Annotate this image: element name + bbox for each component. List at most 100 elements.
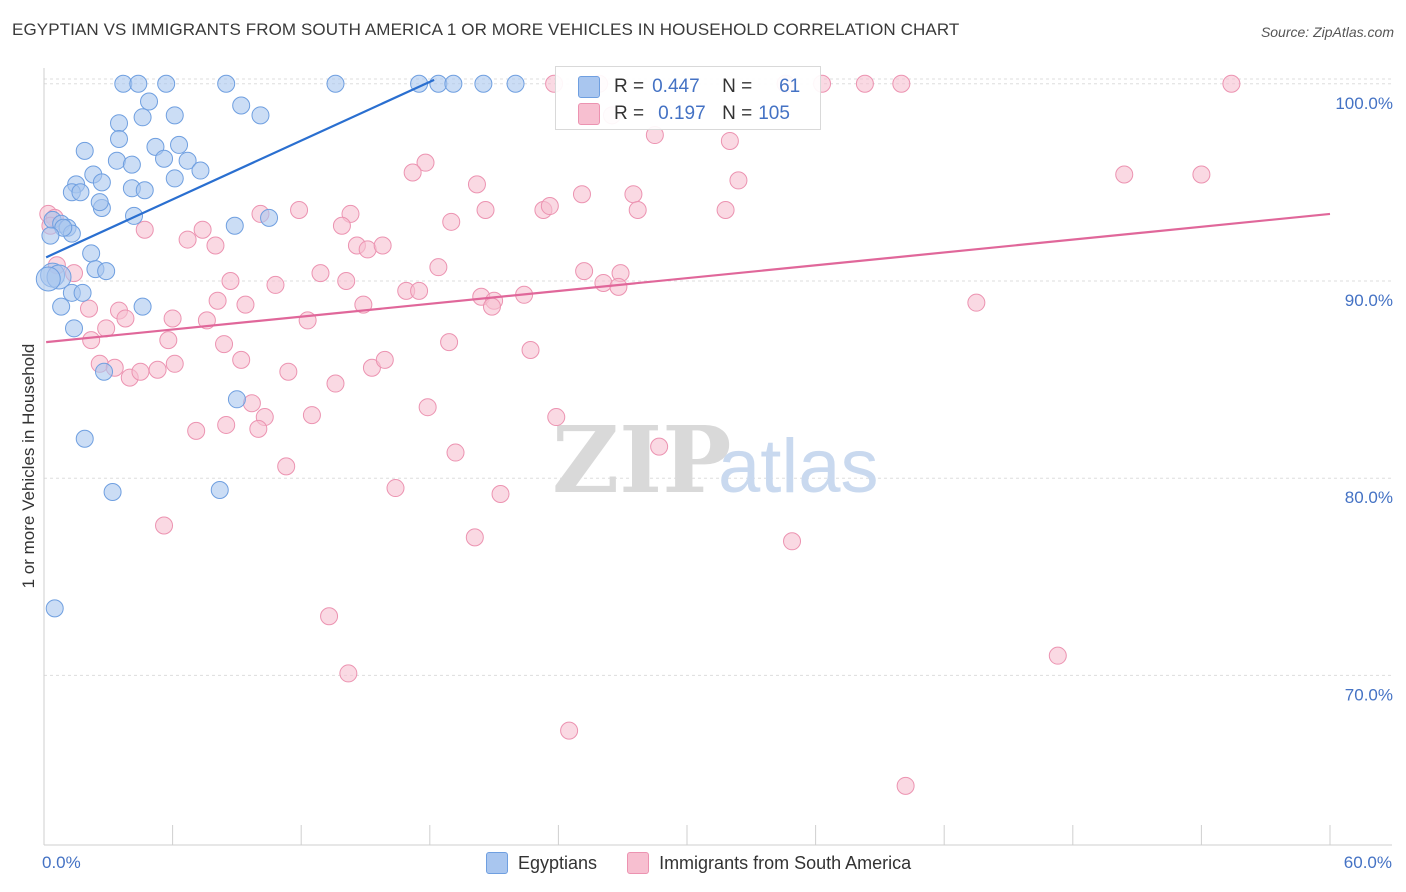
immigrants-point (277, 457, 296, 476)
immigrants-swatch (578, 103, 600, 125)
immigrants-point (266, 275, 285, 294)
egyptians-point (133, 297, 152, 316)
egyptians-point (506, 74, 525, 93)
egyptians-point (41, 226, 60, 245)
gridlines (44, 78, 1392, 676)
egyptians-point (52, 297, 71, 316)
egyptians-point (35, 266, 61, 292)
egyptians-point (82, 244, 101, 263)
chart-title: EGYPTIAN VS IMMIGRANTS FROM SOUTH AMERIC… (12, 20, 960, 39)
egyptians-point (65, 319, 84, 338)
stats-row-egyptians: R = 0.447 N = 61 (578, 73, 800, 101)
immigrants-point (896, 776, 915, 795)
immigrants-point (386, 479, 405, 498)
y-axis-title-wrap: 1 or more Vehicles in Household (14, 316, 44, 616)
immigrants-point (729, 171, 748, 190)
y-tick-labels: 100.0% 90.0% 80.0% 70.0% (1335, 94, 1393, 705)
immigrants-point (429, 258, 448, 277)
egyptians-point (135, 181, 154, 200)
immigrants-point (362, 358, 381, 377)
r-value-egyptians: 0.447 (652, 76, 700, 97)
egyptians-point (210, 481, 229, 500)
n-label: N = (722, 76, 753, 97)
immigrants-point (232, 350, 251, 369)
immigrants-point (215, 335, 234, 354)
immigrants-point (446, 443, 465, 462)
egyptians-point (232, 96, 251, 115)
immigrants-point (82, 331, 101, 350)
immigrants-point (80, 299, 99, 318)
egyptians-point (103, 482, 122, 501)
immigrants-point (628, 200, 647, 219)
immigrants-point (242, 394, 261, 413)
egyptians-point (178, 151, 197, 170)
egyptians-point (474, 74, 493, 93)
immigrants-point (418, 398, 437, 417)
immigrants-point (339, 664, 358, 683)
immigrants-point (208, 291, 227, 310)
egyptians-point (107, 151, 126, 170)
egyptians-point (191, 161, 210, 180)
egyptians-point (140, 92, 159, 111)
egyptians-point (260, 208, 279, 227)
legend-label-egyptians: Egyptians (518, 852, 598, 873)
egyptians-point (217, 74, 236, 93)
egyptians-point (45, 599, 64, 618)
immigrants-point (540, 197, 559, 216)
immigrants-point (650, 437, 669, 456)
y-axis-title: 1 or more Vehicles in Household (19, 343, 38, 589)
immigrants-point (206, 236, 225, 255)
egyptians-point (165, 169, 184, 188)
egyptians-point (122, 155, 141, 174)
immigrants-point (311, 264, 330, 283)
immigrants-point (594, 273, 613, 292)
egyptians-point (133, 108, 152, 127)
stats-row-immigrants: R = 0.197 N = 105 (578, 100, 804, 128)
egyptians-trend-line (45, 78, 435, 259)
legend-item-egyptians[interactable]: Egyptians (486, 852, 597, 874)
immigrants-point (547, 408, 566, 427)
immigrants-point (187, 421, 206, 440)
immigrants-point (178, 230, 197, 249)
r-label: R = (614, 103, 645, 124)
immigrants-point (375, 350, 394, 369)
immigrants-point (131, 362, 150, 381)
r-value-immigrants: 0.197 (658, 103, 706, 124)
immigrants-point (476, 200, 495, 219)
egyptians-point (73, 283, 92, 302)
egyptians-point (95, 362, 114, 381)
immigrants-point (482, 297, 501, 316)
immigrants-trend-line (46, 212, 1331, 344)
legend: Egyptians Immigrants from South America (486, 852, 941, 874)
y-tick-label: 80.0% (1345, 488, 1393, 507)
immigrants-point (783, 532, 802, 551)
n-value-egyptians: 61 (779, 76, 801, 97)
n-value-immigrants: 105 (758, 103, 790, 124)
immigrants-point (410, 281, 429, 300)
immigrants-point (155, 516, 174, 535)
legend-swatch-immigrants (627, 852, 650, 874)
egyptians-point (157, 74, 176, 93)
egyptians-point (129, 74, 148, 93)
immigrants-point (575, 262, 594, 281)
immigrants-point (560, 721, 579, 740)
series-egyptians-points (35, 74, 525, 618)
immigrants-point (467, 175, 486, 194)
immigrants-point (279, 362, 298, 381)
egyptians-point (71, 183, 90, 202)
egyptians-point (92, 173, 111, 192)
immigrants-point (290, 200, 309, 219)
immigrants-point (373, 236, 392, 255)
legend-item-immigrants[interactable]: Immigrants from South America (627, 852, 911, 874)
n-label: N = (722, 103, 753, 124)
immigrants-point (221, 271, 240, 290)
immigrants-point (521, 341, 540, 360)
immigrants-point (97, 319, 116, 338)
legend-label-immigrants: Immigrants from South America (659, 852, 912, 873)
immigrants-point (193, 220, 212, 239)
egyptians-point (326, 74, 345, 93)
r-label: R = (614, 76, 645, 97)
immigrants-point (491, 484, 510, 503)
immigrants-point (148, 360, 167, 379)
